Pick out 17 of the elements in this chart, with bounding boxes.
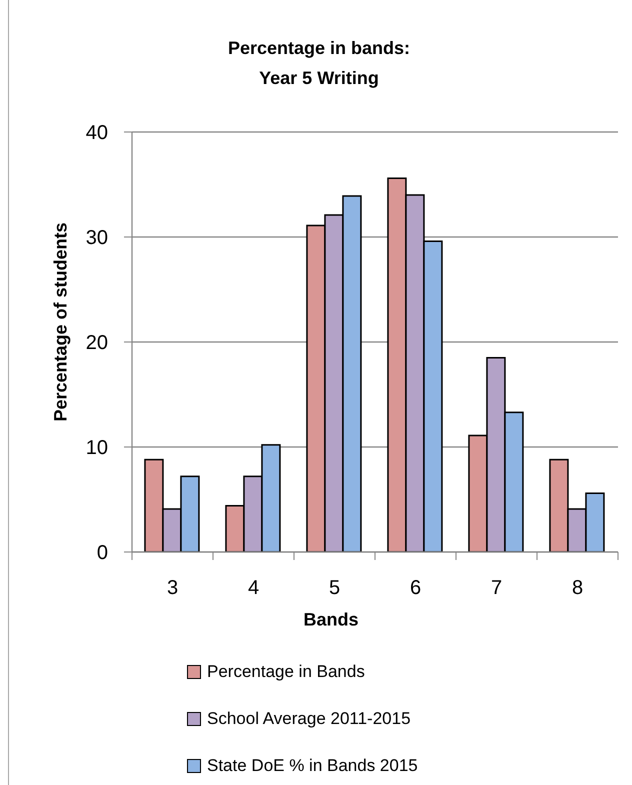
y-tick-label: 30 [86, 227, 108, 250]
x-tick-label: 5 [328, 577, 340, 599]
x-axis-title: Bands [303, 610, 359, 630]
y-axis-title: Percentage of students [50, 222, 70, 422]
x-tick-label: 3 [166, 577, 178, 599]
legend-label: State DoE % in Bands 2015 [207, 756, 418, 776]
y-tick-label: 20 [86, 332, 108, 354]
chart-title: Percentage in bands: Year 5 Writing [228, 38, 410, 88]
x-tick-label: 7 [490, 577, 502, 599]
y-tick-label: 40 [86, 122, 108, 144]
x-tick-label: 4 [248, 577, 260, 599]
y-tick-label: 0 [96, 542, 108, 564]
legend-label: Percentage in Bands [207, 662, 365, 682]
legend-label: School Average 2011-2015 [207, 708, 411, 728]
x-tick-label: 8 [572, 577, 584, 599]
y-tick-label: 10 [86, 437, 108, 460]
x-tick-label: 6 [410, 577, 422, 599]
